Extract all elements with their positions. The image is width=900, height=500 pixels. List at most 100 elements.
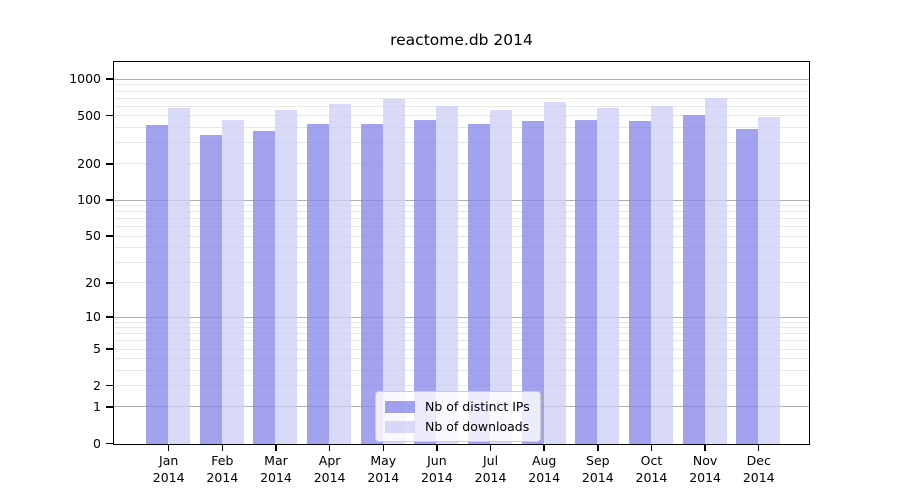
bar-downloads (382, 99, 405, 444)
bar-downloads (275, 110, 298, 444)
gridline-minor (114, 340, 809, 342)
gridline-minor (114, 211, 809, 213)
bar-distinct-ips (146, 125, 169, 444)
gridline-minor (114, 126, 809, 128)
y-tick-mark (106, 235, 113, 237)
x-tick-label-month: Jan 2014 (152, 453, 185, 485)
legend: Nb of distinct IPs Nb of downloads (375, 391, 541, 442)
y-tick-mark (106, 406, 113, 408)
bar-downloads (543, 102, 566, 444)
x-tick-mark (597, 445, 599, 451)
x-tick-label-month: Mar 2014 (260, 453, 292, 485)
gridline-minor (114, 97, 809, 99)
x-tick-mark (704, 445, 706, 451)
x-tick-label-month: Feb 2014 (206, 453, 239, 485)
bar-distinct-ips (360, 124, 383, 444)
y-tick-label: 1 (93, 398, 101, 414)
gridline-minor (114, 90, 809, 92)
gridline-minor (114, 327, 809, 329)
gridline-minor (114, 385, 809, 387)
x-tick-mark (489, 445, 492, 451)
bar-downloads (597, 107, 620, 444)
gridline-minor (114, 115, 809, 117)
bar-distinct-ips (628, 121, 651, 444)
x-tick-mark (221, 445, 224, 451)
gridline-major (114, 199, 809, 201)
y-tick-label: 50 (85, 228, 101, 244)
legend-label-distinct-ips: Nb of distinct IPs (425, 399, 530, 414)
y-tick-mark (106, 199, 113, 201)
bar-downloads (650, 106, 673, 444)
y-tick-mark (106, 163, 113, 165)
gridline-minor (114, 205, 809, 207)
y-tick-mark (106, 442, 113, 445)
x-tick-mark (328, 445, 331, 451)
bar-downloads (168, 108, 191, 444)
bar-distinct-ips (682, 115, 705, 444)
bar-downloads (436, 106, 459, 444)
gridline-major (114, 78, 809, 80)
gridline-minor (114, 333, 809, 335)
bar-distinct-ips (307, 124, 330, 444)
x-tick-label-month: Apr 2014 (313, 453, 346, 485)
y-tick-label: 500 (77, 107, 101, 123)
x-tick-label-month: Nov 2014 (689, 453, 721, 485)
y-tick-mark (106, 78, 113, 80)
gridline-minor (114, 163, 809, 165)
x-tick-mark (436, 445, 438, 451)
x-tick-label-month: May 2014 (367, 453, 400, 485)
y-tick-label: 2 (93, 377, 101, 393)
bar-downloads (758, 116, 781, 444)
gridline-minor (114, 358, 809, 360)
legend-swatch-distinct-ips-icon (385, 400, 415, 413)
x-tick-label-month: Oct 2014 (635, 453, 668, 485)
gridline-minor (114, 247, 809, 249)
x-tick-label-month: Sep 2014 (581, 453, 614, 485)
gridline-minor (114, 105, 809, 107)
x-tick-mark (543, 445, 545, 451)
legend-item-distinct-ips: Nb of distinct IPs (385, 399, 530, 414)
plot-area (113, 61, 810, 445)
y-tick-label: 20 (85, 274, 101, 290)
x-tick-mark (167, 445, 170, 451)
y-tick-label: 5 (93, 341, 101, 357)
gridline-minor (114, 84, 809, 86)
gridline-minor (114, 369, 809, 371)
x-tick-label-month: Aug 2014 (528, 453, 561, 485)
gridline-minor (114, 226, 809, 228)
gridline-minor (114, 235, 809, 237)
y-tick-label: 1000 (69, 71, 101, 87)
bar-distinct-ips (736, 128, 759, 444)
bar-distinct-ips (521, 120, 544, 444)
bar-downloads (490, 109, 513, 444)
y-tick-mark (106, 114, 113, 117)
legend-item-downloads: Nb of downloads (385, 419, 530, 434)
y-tick-mark (106, 384, 113, 387)
x-tick-mark (757, 445, 760, 451)
gridline-minor (114, 348, 809, 350)
bar-distinct-ips (253, 130, 276, 444)
gridline-minor (114, 321, 809, 323)
y-tick-label: 200 (77, 155, 101, 171)
bar-downloads (329, 104, 352, 444)
gridline-minor (114, 282, 809, 284)
x-tick-mark (275, 445, 277, 451)
bar-distinct-ips (575, 120, 598, 444)
legend-label-downloads: Nb of downloads (425, 419, 530, 434)
bar-downloads (221, 120, 244, 444)
x-tick-mark (650, 445, 653, 451)
y-tick-mark (106, 282, 113, 284)
y-tick-label: 0 (93, 435, 101, 451)
gridline-minor (114, 142, 809, 144)
x-tick-label-month: Dec 2014 (742, 453, 775, 485)
x-tick-label-month: Jun 2014 (420, 453, 453, 485)
gridline-minor (114, 261, 809, 263)
legend-swatch-downloads-icon (385, 420, 415, 433)
chart-title: reactome.db 2014 (390, 31, 533, 49)
gridline-minor (114, 218, 809, 220)
bar-distinct-ips (199, 135, 222, 444)
bar-distinct-ips (468, 124, 491, 444)
x-tick-mark (382, 445, 384, 451)
x-tick-label-month: Jul 2014 (474, 453, 507, 485)
